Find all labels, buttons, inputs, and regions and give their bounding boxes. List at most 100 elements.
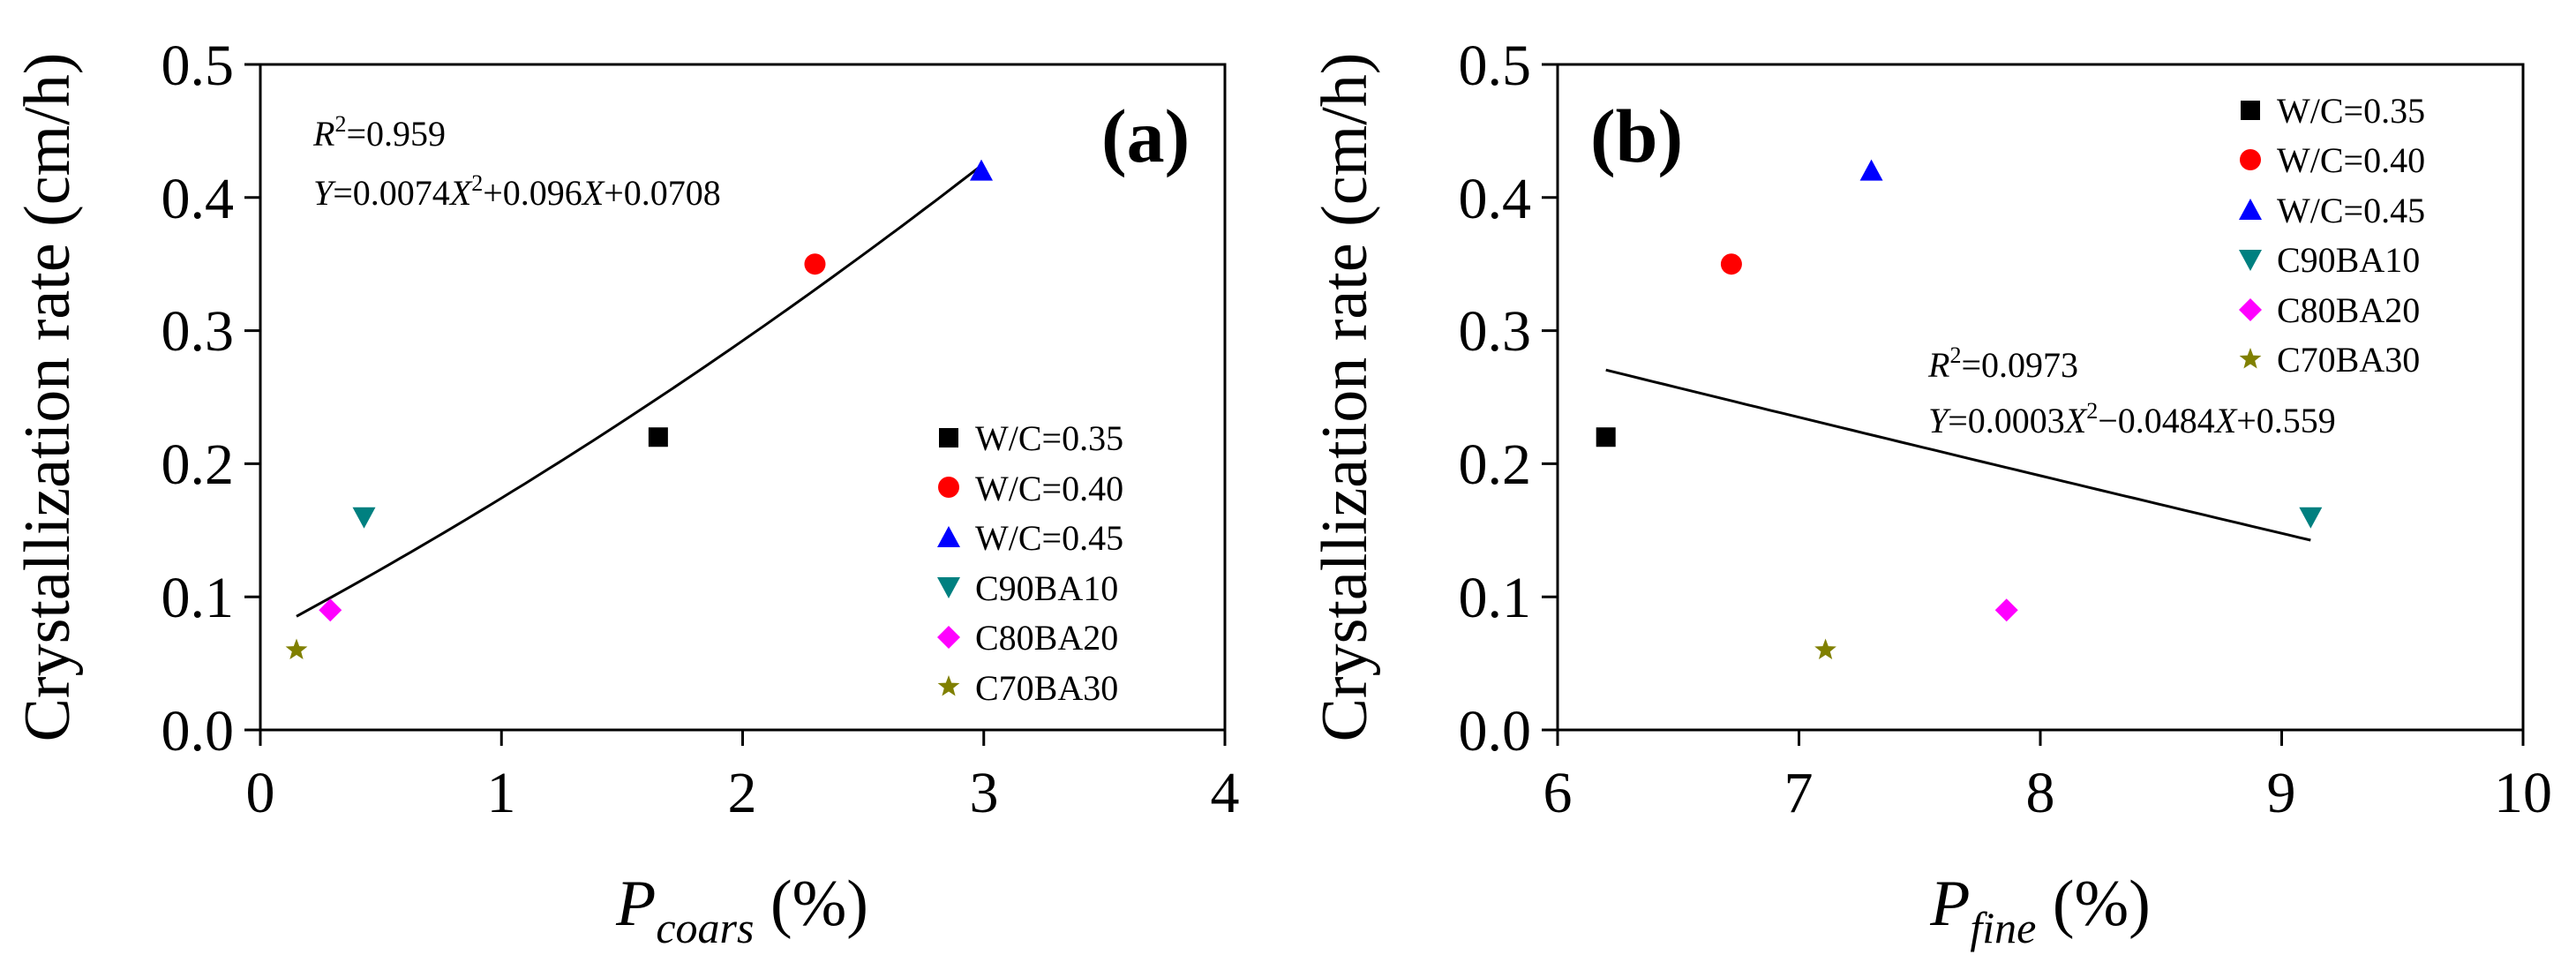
eq-x-1: X bbox=[448, 173, 473, 213]
x-axis-title-sub: fine bbox=[1970, 903, 2036, 952]
panel-b-x-ticks bbox=[1556, 730, 2525, 746]
panel-a-data-layer bbox=[285, 159, 994, 659]
x-tick-label: 10 bbox=[2494, 761, 2552, 825]
data-point-w-c-0-45 bbox=[1859, 159, 1883, 181]
legend-label: W/C=0.35 bbox=[975, 418, 1123, 458]
eq-x-2: X bbox=[581, 173, 605, 213]
panel-a-x-ticks bbox=[259, 730, 1227, 746]
legend-marker bbox=[939, 428, 958, 447]
y-tick-label: 0.4 bbox=[161, 167, 235, 231]
x-tick-label: 9 bbox=[2267, 761, 2296, 825]
legend-marker bbox=[2239, 298, 2262, 321]
eq-part-2: +0.096 bbox=[483, 173, 582, 213]
eq-x-2: X bbox=[2213, 401, 2238, 440]
legend-label: W/C=0.35 bbox=[2277, 91, 2425, 131]
legend: W/C=0.35 W/C=0.40 W/C=0.45 C90BA10 C80BA… bbox=[2239, 91, 2425, 380]
panel-b-data-layer bbox=[1596, 159, 2323, 659]
legend-label: W/C=0.45 bbox=[2277, 191, 2425, 230]
eq-part-3: +0.0708 bbox=[604, 173, 721, 213]
legend-marker bbox=[937, 577, 960, 598]
eq-part-1: =0.0003 bbox=[1948, 401, 2065, 440]
legend-label: C80BA20 bbox=[975, 618, 1118, 658]
x-tick-label: 8 bbox=[2026, 761, 2055, 825]
x-axis-title-main: P bbox=[615, 868, 656, 940]
x-tick-label: 3 bbox=[970, 761, 999, 825]
data-point-c80ba20 bbox=[1994, 598, 2018, 622]
r2-symbol: R bbox=[1927, 345, 1949, 385]
fit-curve bbox=[296, 164, 982, 618]
legend-label: W/C=0.40 bbox=[2277, 140, 2425, 180]
panel-b: 0.0 0.1 0.2 0.3 0.4 0.5 6 7 8 9 10 Cryst… bbox=[1309, 34, 2552, 952]
legend-markers bbox=[937, 428, 960, 696]
fit-curve bbox=[1605, 368, 2311, 542]
eq-superscript: 2 bbox=[2086, 398, 2098, 424]
r2-superscript: 2 bbox=[334, 111, 346, 137]
eq-y: Y bbox=[1928, 401, 1951, 440]
legend-label: W/C=0.40 bbox=[975, 469, 1123, 508]
y-tick-label: 0.2 bbox=[161, 432, 235, 497]
y-tick-label: 0.4 bbox=[1459, 167, 1532, 231]
y-tick-label: 0.3 bbox=[161, 299, 235, 364]
eq-part-1: =0.0074 bbox=[333, 173, 450, 213]
fit-equation: Y=0.0074X2+0.096X+0.0708 bbox=[313, 170, 721, 213]
r2-symbol: R bbox=[312, 114, 334, 154]
legend-label: C80BA20 bbox=[2277, 290, 2420, 330]
x-axis-title: Pcoars (%) bbox=[615, 868, 868, 952]
x-tick-label: 1 bbox=[487, 761, 516, 825]
data-point-c70ba30 bbox=[285, 638, 308, 659]
y-tick-label: 0.1 bbox=[161, 566, 235, 630]
y-tick-label: 0.2 bbox=[1459, 432, 1532, 497]
r-squared-label: R2=0.959 bbox=[312, 111, 446, 154]
data-point-w-c-0-35 bbox=[1596, 427, 1616, 447]
fit-equation: Y=0.0003X2−0.0484X+0.559 bbox=[1928, 398, 2336, 440]
r2-value: =0.0973 bbox=[1961, 345, 2078, 385]
eq-y: Y bbox=[313, 173, 336, 213]
legend: W/C=0.35 W/C=0.40 W/C=0.45 C90BA10 C80BA… bbox=[937, 418, 1123, 708]
data-point-w-c-0-35 bbox=[648, 427, 668, 447]
data-point-w-c-0-45 bbox=[970, 159, 994, 181]
y-tick-label: 0.0 bbox=[161, 699, 235, 763]
legend-marker bbox=[2241, 101, 2260, 120]
legend-marker bbox=[937, 675, 960, 696]
eq-x-1: X bbox=[2063, 401, 2088, 440]
y-tick-label: 0.1 bbox=[1459, 566, 1532, 630]
x-axis-title-sub: coars bbox=[656, 903, 754, 952]
data-point-c90ba10 bbox=[2299, 507, 2323, 529]
legend-marker bbox=[2239, 199, 2262, 220]
x-axis-title: Pfine (%) bbox=[1929, 868, 2151, 952]
legend-label: C70BA30 bbox=[2277, 340, 2420, 380]
eq-superscript: 2 bbox=[471, 170, 483, 196]
y-tick-label: 0.3 bbox=[1459, 299, 1532, 364]
y-axis-title: Crystallization rate (cm/h) bbox=[11, 53, 84, 742]
x-tick-label: 2 bbox=[728, 761, 757, 825]
x-axis-title-unit: (%) bbox=[2036, 868, 2150, 940]
eq-part-2: −0.0484 bbox=[2098, 401, 2215, 440]
r-squared-label: R2=0.0973 bbox=[1927, 342, 2078, 385]
legend-marker bbox=[938, 477, 959, 498]
eq-part-3: +0.559 bbox=[2236, 401, 2336, 440]
x-axis-title-main: P bbox=[1929, 868, 1970, 940]
panel-a: 0.0 0.1 0.2 0.3 0.4 0.5 0 1 2 3 4 Crysta… bbox=[11, 34, 1240, 952]
data-point-c90ba10 bbox=[352, 507, 376, 529]
x-tick-label: 7 bbox=[1784, 761, 1814, 825]
data-point-w-c-0-40 bbox=[1720, 253, 1742, 275]
x-tick-label: 6 bbox=[1543, 761, 1573, 825]
x-axis-title-unit: (%) bbox=[754, 868, 867, 940]
legend-marker bbox=[937, 526, 960, 547]
legend-label: W/C=0.45 bbox=[975, 518, 1123, 558]
panel-a-y-ticks bbox=[244, 63, 260, 732]
y-tick-label: 0.5 bbox=[1459, 34, 1532, 98]
legend-label: C90BA10 bbox=[975, 568, 1118, 608]
legend-label: C90BA10 bbox=[2277, 240, 2420, 280]
y-axis-title: Crystallization rate (cm/h) bbox=[1309, 53, 1381, 742]
legend-markers bbox=[2239, 101, 2262, 369]
legend-marker bbox=[937, 626, 960, 649]
y-tick-label: 0.0 bbox=[1459, 699, 1532, 763]
data-point-c70ba30 bbox=[1814, 638, 1836, 659]
legend-marker bbox=[2240, 149, 2261, 170]
panel-label: (b) bbox=[1590, 94, 1683, 178]
panel-label: (a) bbox=[1101, 94, 1190, 178]
data-point-w-c-0-40 bbox=[804, 253, 826, 275]
legend-marker bbox=[2239, 348, 2262, 369]
